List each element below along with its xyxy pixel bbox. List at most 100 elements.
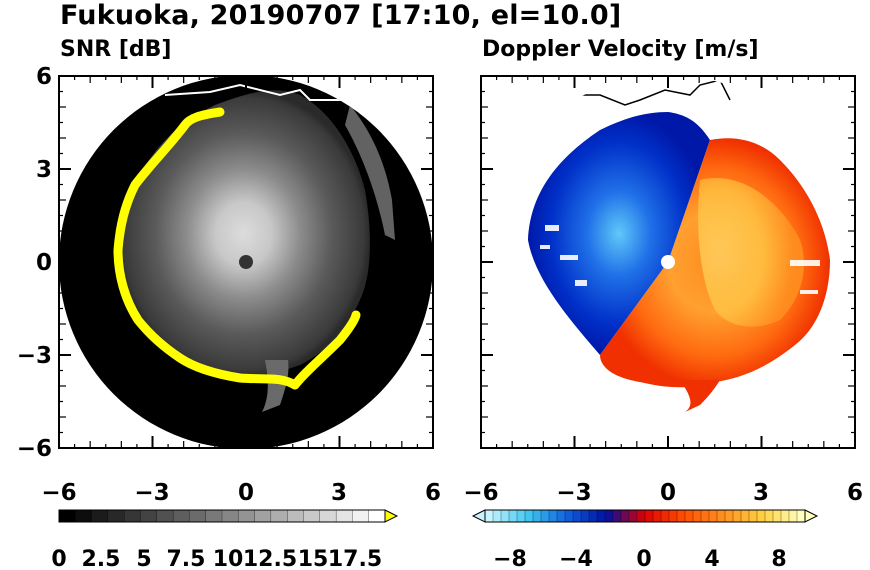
doppler-colorbar-segment bbox=[652, 509, 662, 523]
doppler-colorbar-frame bbox=[484, 509, 806, 523]
doppler-colorbar-segment bbox=[756, 509, 766, 523]
doppler-approaching-region bbox=[528, 112, 710, 355]
doppler-x-tick-label: −6 bbox=[463, 480, 498, 506]
snr-colorbar-segment bbox=[319, 509, 337, 523]
doppler-colorbar-label: 8 bbox=[771, 547, 786, 570]
axis-ticks bbox=[58, 75, 856, 449]
doppler-colorbar-segment bbox=[780, 509, 790, 523]
doppler-colorbar-segment bbox=[700, 509, 710, 523]
snr-colorbar-segment bbox=[287, 509, 304, 523]
snr-colorbar-segment bbox=[270, 509, 288, 523]
snr-x-tick-label: 0 bbox=[238, 480, 254, 506]
snr-colorbar-segment bbox=[221, 509, 239, 523]
doppler-colorbar-segment bbox=[772, 509, 782, 523]
doppler-panel-title: Doppler Velocity [m/s] bbox=[482, 37, 759, 62]
snr-x-tick-label: −6 bbox=[41, 480, 76, 506]
snr-colorbar-segment bbox=[156, 509, 174, 523]
doppler-colorbar-segment bbox=[572, 509, 582, 523]
snr-colorbar bbox=[58, 509, 399, 523]
snr-colorbar-segment bbox=[352, 509, 370, 523]
doppler-colorbar-segment bbox=[708, 509, 718, 523]
snr-echo-region bbox=[116, 90, 370, 378]
doppler-colorbar-segment bbox=[796, 509, 806, 523]
snr-y-tick-label: −3 bbox=[17, 343, 52, 369]
doppler-colorbar-segment bbox=[548, 509, 558, 523]
doppler-colorbar-segment bbox=[524, 509, 534, 523]
doppler-colorbar-segment bbox=[788, 509, 798, 523]
doppler-colorbar bbox=[471, 509, 819, 523]
snr-saturated-ring bbox=[113, 107, 361, 390]
doppler-panel bbox=[480, 75, 856, 449]
doppler-colorbar-segment bbox=[564, 509, 574, 523]
doppler-colorbar-label: −4 bbox=[559, 547, 593, 570]
snr-colorbar-segment bbox=[254, 509, 272, 523]
doppler-colorbar-segment bbox=[516, 509, 526, 523]
doppler-colorbar-label: −8 bbox=[493, 547, 527, 570]
doppler-colorbar-segment bbox=[668, 509, 678, 523]
doppler-colorbar-segment bbox=[492, 509, 502, 523]
snr-colorbar-label: 12.5 bbox=[243, 547, 297, 570]
doppler-x-tick-label: 3 bbox=[753, 480, 769, 506]
doppler-colorbar-segment bbox=[484, 509, 494, 523]
doppler-colorbar-label: 4 bbox=[704, 547, 719, 570]
snr-panel-title: SNR [dB] bbox=[60, 37, 172, 62]
doppler-colorbar-label: 0 bbox=[636, 547, 651, 570]
snr-y-tick-labels: 6 3 0 −3 −6 bbox=[17, 64, 52, 462]
doppler-high-velocity-core bbox=[698, 178, 804, 327]
doppler-colorbar-segment bbox=[596, 509, 606, 523]
doppler-colorbar-segment bbox=[540, 509, 550, 523]
doppler-speckle-gaps bbox=[540, 225, 820, 294]
doppler-colorbar-segment bbox=[748, 509, 758, 523]
doppler-colorbar-segment bbox=[684, 509, 694, 523]
snr-colorbar-label: 0 bbox=[51, 547, 66, 570]
snr-radar-site bbox=[239, 255, 253, 269]
doppler-colorbar-segment bbox=[732, 509, 742, 523]
snr-colorbar-segment bbox=[189, 509, 207, 523]
doppler-colorbar-overflow bbox=[804, 509, 819, 523]
snr-colorbar-segment bbox=[335, 509, 353, 523]
doppler-colorbar-segment bbox=[676, 509, 686, 523]
snr-colorbar-segment bbox=[140, 509, 158, 523]
snr-y-tick-label: 0 bbox=[36, 250, 52, 276]
snr-colorbar-label: 10 bbox=[213, 547, 244, 570]
snr-colorbar-label: 5 bbox=[136, 547, 151, 570]
doppler-colorbar-segment bbox=[612, 509, 622, 523]
doppler-colorbar-segment bbox=[724, 509, 734, 523]
snr-x-tick-label: 6 bbox=[425, 480, 441, 506]
doppler-colorbar-segment bbox=[628, 509, 638, 523]
doppler-colorbar-segment bbox=[532, 509, 542, 523]
figure-title: Fukuoka, 20190707 [17:10, el=10.0] bbox=[60, 0, 622, 31]
doppler-radar-site bbox=[661, 255, 675, 269]
snr-colorbar-segment bbox=[303, 509, 321, 523]
doppler-colorbar-segment bbox=[580, 509, 590, 523]
snr-colorbar-segment bbox=[58, 509, 76, 523]
doppler-colorbar-segment bbox=[604, 509, 614, 523]
doppler-colorbar-segment bbox=[740, 509, 750, 523]
snr-clutter-south bbox=[262, 360, 289, 412]
snr-colorbar-segment bbox=[124, 509, 141, 523]
doppler-colorbar-segment bbox=[508, 509, 518, 523]
doppler-colorbar-segment bbox=[588, 509, 598, 523]
snr-y-tick-label: −6 bbox=[17, 436, 52, 462]
doppler-south-echo bbox=[680, 380, 720, 412]
snr-x-tick-label: −3 bbox=[134, 480, 169, 506]
snr-colorbar-segment bbox=[172, 509, 190, 523]
snr-x-tick-label: 3 bbox=[331, 480, 347, 506]
doppler-colorbar-segment bbox=[500, 509, 510, 523]
snr-colorbar-segment bbox=[91, 509, 109, 523]
snr-y-tick-label: 3 bbox=[36, 157, 52, 183]
doppler-colorbar-segment bbox=[636, 509, 646, 523]
doppler-colorbar-segment bbox=[692, 509, 702, 523]
doppler-x-tick-label: −3 bbox=[556, 480, 591, 506]
snr-colorbar-label: 7.5 bbox=[167, 547, 206, 570]
snr-panel bbox=[58, 75, 434, 449]
snr-colorbar-label: 15 bbox=[298, 547, 329, 570]
doppler-colorbar-underflow bbox=[471, 509, 486, 523]
doppler-colorbar-labels: −8 −4 0 4 8 bbox=[493, 547, 787, 570]
snr-colorbar-label: 2.5 bbox=[82, 547, 121, 570]
snr-colorbar-overflow bbox=[384, 509, 399, 523]
snr-y-tick-label: 6 bbox=[36, 64, 52, 90]
snr-colorbar-frame bbox=[58, 509, 386, 523]
doppler-colorbar-segment bbox=[644, 509, 654, 523]
